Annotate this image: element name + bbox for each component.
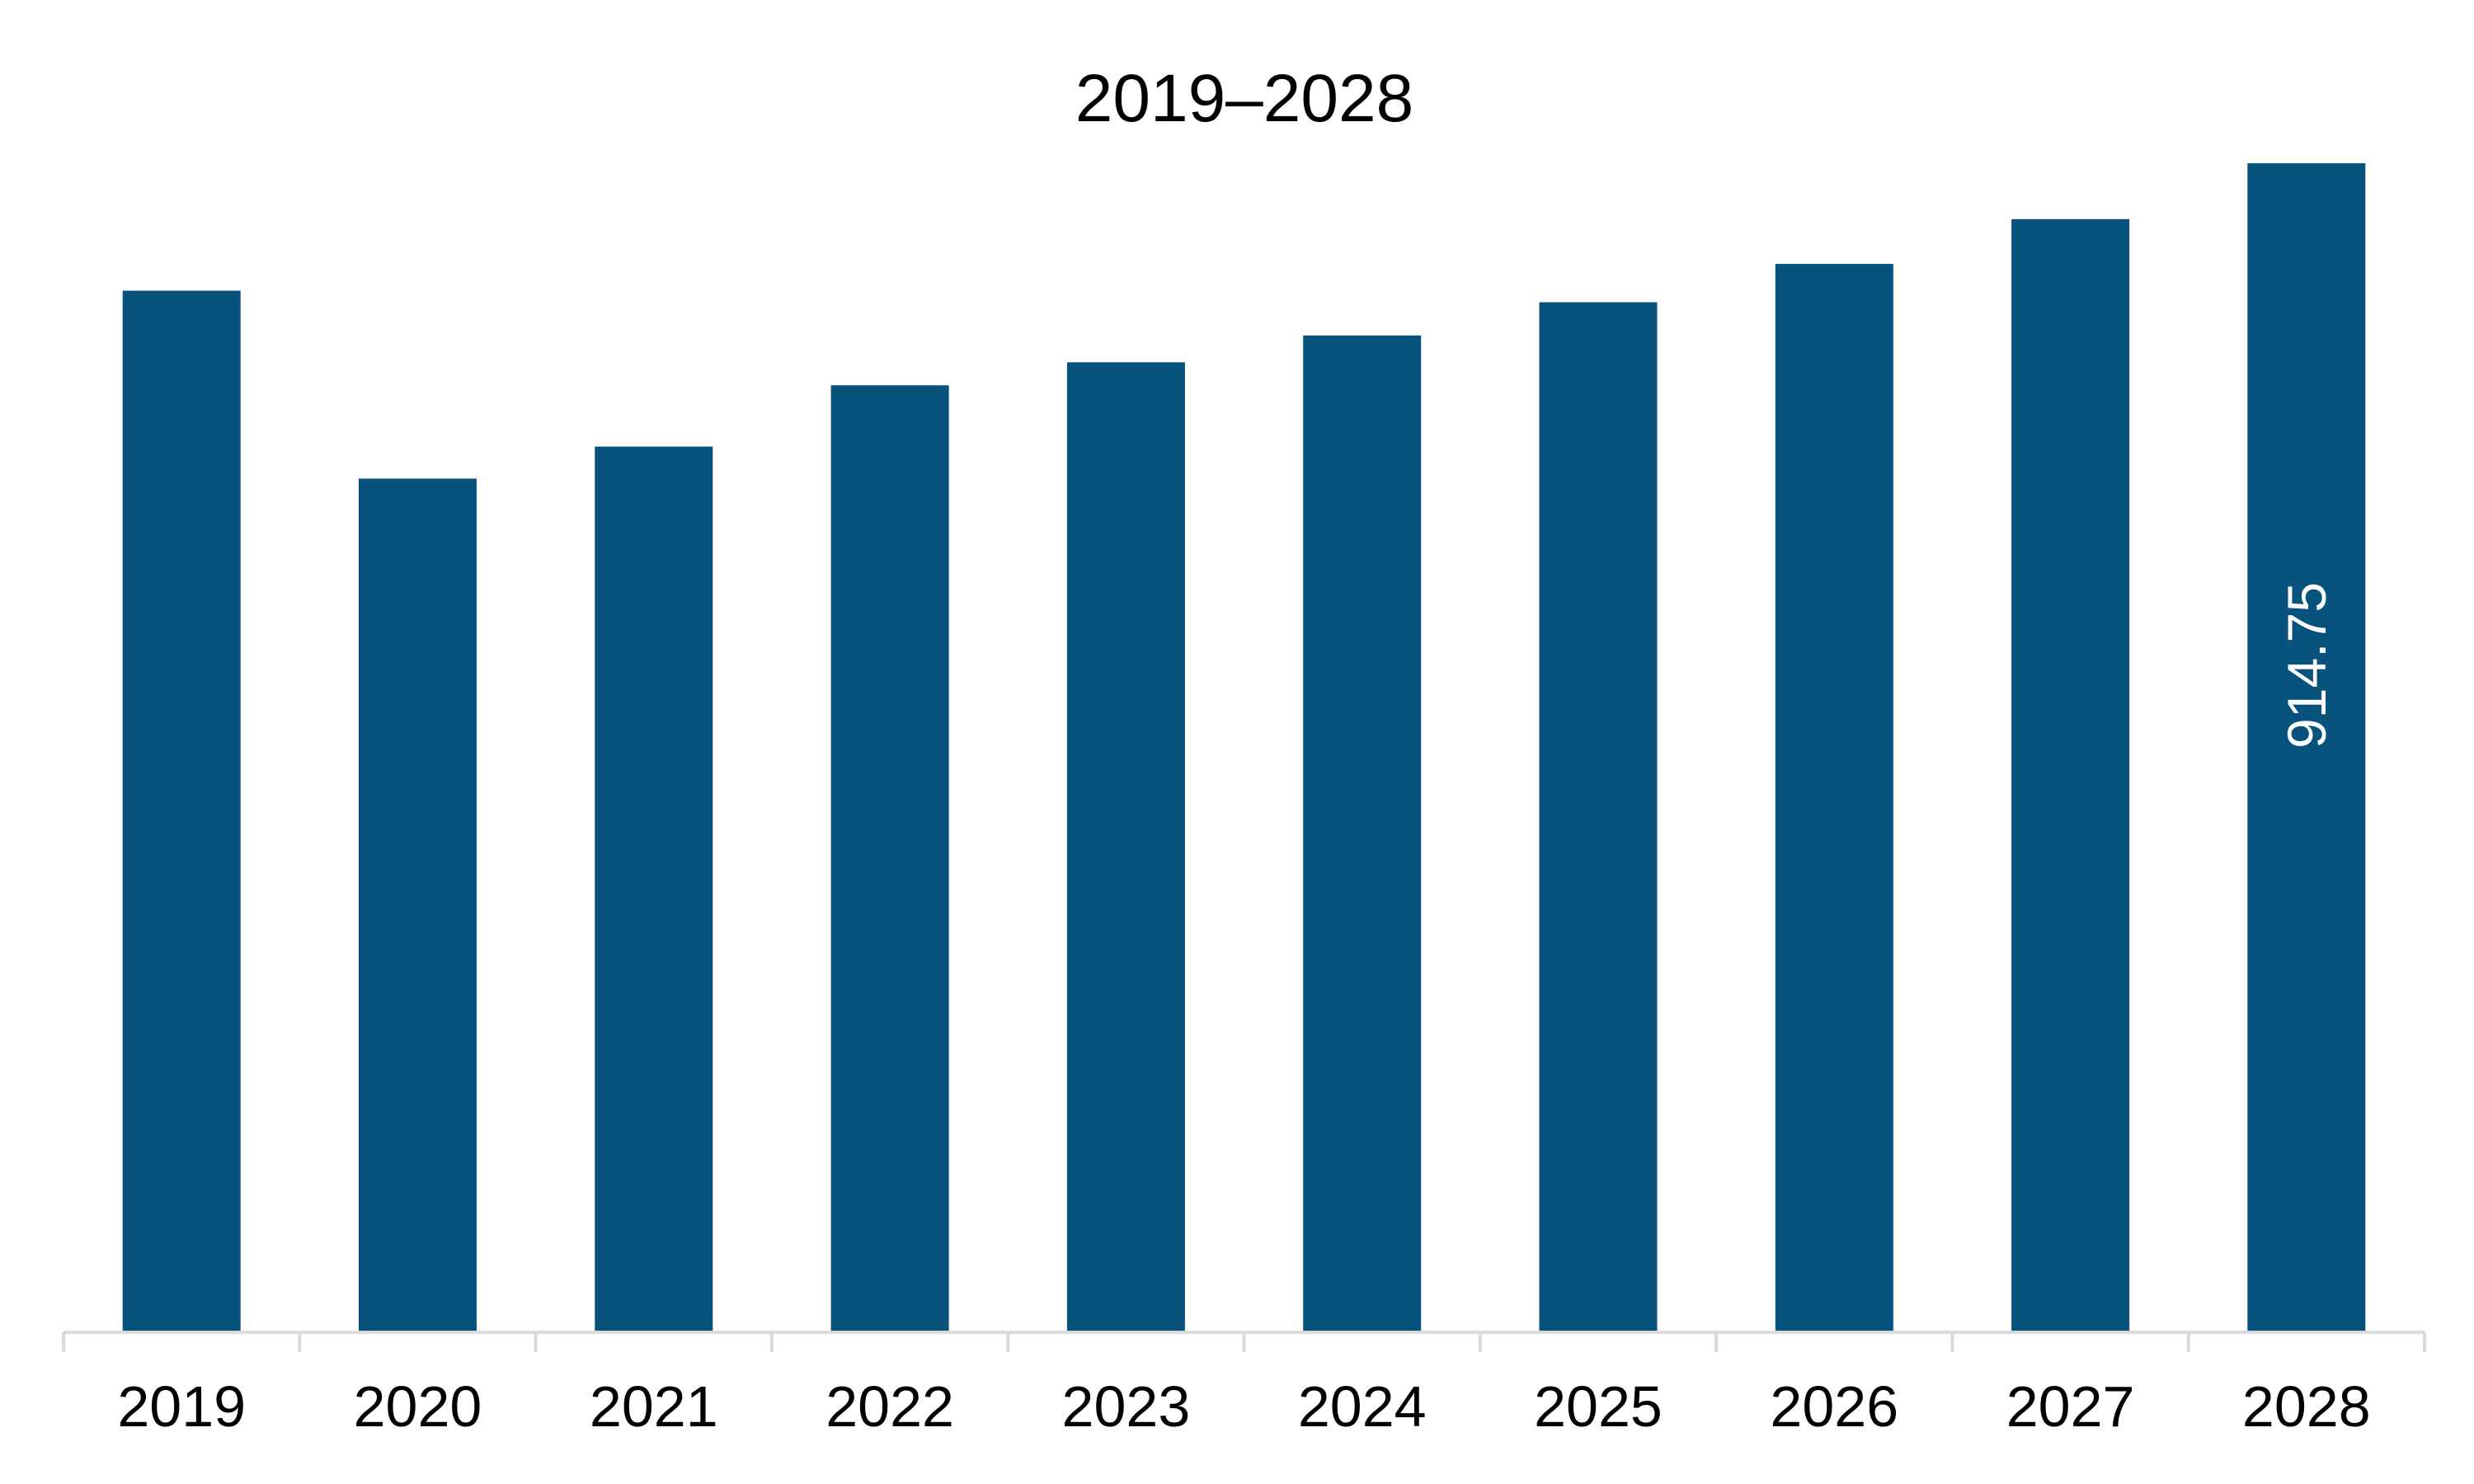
bars [122,163,2366,1333]
x-tick-label-2021: 2021 [590,1374,718,1439]
bar-2025 [1539,302,1658,1333]
x-tick-labels: 2019 2020 2021 2022 2023 2024 2025 2026 2027 2028 [117,1374,2370,1439]
x-tick-label-2026: 2026 [1770,1374,1898,1439]
x-tick-label-2019: 2019 [117,1374,246,1439]
x-tick-label-2020: 2020 [354,1374,482,1439]
x-axis [62,1331,2426,1352]
x-tick-label-2022: 2022 [825,1374,954,1439]
x-tick-label-2028: 2028 [2242,1374,2371,1439]
chart-title: 2019–2028 [1075,61,1413,136]
x-tick-label-2027: 2027 [2006,1374,2135,1439]
bar-2020 [359,478,477,1332]
bar-2021 [595,446,713,1333]
x-tick-label-2023: 2023 [1062,1374,1191,1439]
bar-2022 [830,385,949,1332]
x-tick-label-2024: 2024 [1298,1374,1427,1439]
bar-2024 [1303,335,1422,1332]
x-tick-label-2025: 2025 [1534,1374,1663,1439]
bar-2027 [2011,218,2130,1332]
bar-2019 [122,290,241,1333]
bar-2023 [1066,362,1185,1332]
data-label-2028: 914.75 [2276,582,2337,749]
bar-2026 [1775,264,1893,1333]
data-labels: 914.75 [2276,582,2337,749]
bar-2028 [2247,163,2366,1332]
